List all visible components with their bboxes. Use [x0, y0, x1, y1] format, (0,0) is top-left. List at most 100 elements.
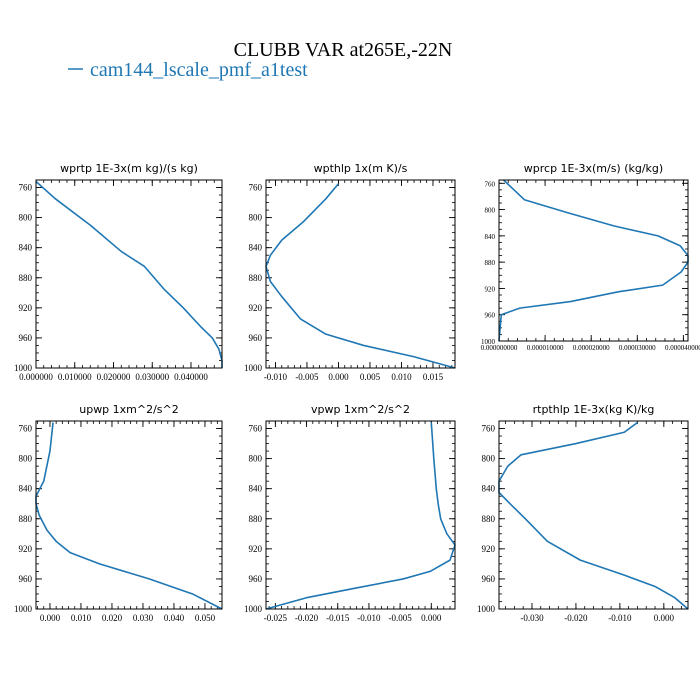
series-line [35, 180, 223, 368]
x-tick-label: 0.000 [328, 372, 349, 382]
x-tick-label: -0.010 [608, 613, 632, 623]
y-tick-label: 920 [482, 544, 496, 554]
x-tick-label: -0.025 [264, 613, 288, 623]
x-tick-label: 0.040 [164, 613, 185, 623]
panel-title: vpwp 1xm^2/s^2 [311, 403, 410, 416]
x-tick-label: 0.000020000 [573, 344, 610, 352]
x-tick-label: -0.015 [326, 613, 350, 623]
plot-frame [35, 179, 223, 369]
x-tick-label: 0.000010000 [527, 344, 564, 352]
y-tick-label: 920 [19, 544, 33, 554]
x-tick-label: 0.010000 [58, 372, 92, 382]
panel-6: rtpthlp 1E-3x(kg K)/kg 760 800 840 880 920 960… [477, 403, 689, 623]
y-tick-label: 800 [249, 454, 263, 464]
y-tick-label: 760 [249, 424, 263, 434]
x-tick-label: 0.000 [421, 613, 442, 623]
legend-label: cam144_lscale_pmf_a1test [90, 59, 308, 81]
x-tick-label: -0.010 [357, 613, 381, 623]
panel-2: wpthlp 1x(m K)/s7608008408809209601000-0… [244, 162, 456, 382]
x-tick-label: -0.030 [520, 613, 544, 623]
y-tick-label: 1000 [244, 363, 263, 373]
y-tick-label: 1000 [244, 604, 263, 614]
x-tick-label: 0.000030000 [619, 344, 656, 352]
y-tick-label: 880 [19, 273, 33, 283]
x-tick-label: -0.020 [564, 613, 588, 623]
panel-3: wprcp 1E-3x(m/s) (kg/kg) 760 800 840 880 920 9… [481, 162, 700, 352]
x-tick-label: 0.015 [423, 372, 444, 382]
series-line [265, 422, 456, 610]
y-tick-label: 880 [249, 273, 263, 283]
panels: wprtp 1E-3x(m kg)/(s kg) 760 800 840 880 920 9… [14, 162, 700, 623]
x-tick-label: 0.030 [133, 613, 154, 623]
y-tick-label: 880 [19, 514, 33, 524]
panel-title: upwp 1xm^2/s^2 [79, 403, 179, 416]
x-tick-label: -0.010 [264, 372, 288, 382]
x-tick-label: 0.000 [654, 613, 675, 623]
y-tick-label: 840 [249, 484, 263, 494]
y-tick-label: 1000 [14, 363, 33, 373]
plot-frame [265, 420, 456, 610]
x-tick-label: 0.040000 [174, 372, 208, 382]
x-tick-label: -0.005 [295, 372, 319, 382]
panel-title: wprtp 1E-3x(m kg)/(s kg) [60, 162, 198, 175]
y-tick-label: 760 [19, 424, 33, 434]
x-tick-label: 0.005 [360, 372, 381, 382]
panel-title: wpthlp 1x(m K)/s [314, 162, 408, 175]
y-tick-label: 920 [249, 303, 263, 313]
y-tick-label: 960 [19, 574, 33, 584]
series-line [498, 179, 689, 342]
panel-4: upwp 1xm^2/s^2 760 800 840 880 920 960 1000 0.00… [14, 403, 223, 623]
x-tick-label: -0.020 [295, 613, 319, 623]
y-tick-label: 840 [249, 243, 263, 253]
y-tick-label: 1000 [477, 604, 496, 614]
y-tick-label: 920 [485, 285, 496, 293]
x-tick-label: 0.050 [195, 613, 216, 623]
y-tick-label: 760 [249, 183, 263, 193]
x-tick-label: -0.005 [388, 613, 412, 623]
y-tick-label: 800 [482, 454, 496, 464]
series-line [498, 421, 689, 610]
y-tick-label: 880 [482, 514, 496, 524]
y-tick-label: 960 [249, 333, 263, 343]
plot-frame [498, 179, 689, 342]
y-tick-label: 760 [485, 180, 496, 188]
y-tick-label: 960 [249, 574, 263, 584]
y-tick-label: 760 [482, 424, 496, 434]
x-tick-label: 0.000000000 [481, 344, 518, 352]
y-tick-label: 920 [19, 303, 33, 313]
y-tick-label: 800 [19, 454, 33, 464]
y-tick-label: 960 [482, 574, 496, 584]
x-tick-label: 0.010 [391, 372, 412, 382]
x-tick-label: 0.000 [40, 613, 61, 623]
y-tick-label: 800 [249, 213, 263, 223]
y-tick-label: 1000 [481, 338, 496, 346]
y-tick-label: 1000 [14, 604, 33, 614]
figure-title: CLUBB VAR at265E,-22N [234, 39, 453, 61]
plot-frame [265, 179, 456, 369]
series-line [35, 422, 223, 610]
panel-title: rtpthlp 1E-3x(kg K)/kg [533, 403, 655, 416]
y-tick-label: 880 [485, 259, 496, 267]
y-tick-label: 920 [249, 544, 263, 554]
y-tick-label: 800 [485, 207, 496, 215]
y-tick-label: 840 [482, 484, 496, 494]
panel-5: vpwp 1xm^2/s^27608008408809209601000-0.0… [244, 403, 456, 623]
y-tick-label: 880 [249, 514, 263, 524]
y-tick-label: 800 [19, 213, 33, 223]
x-tick-label: 0.000040000 [665, 344, 700, 352]
panel-title: wprcp 1E-3x(m/s) (kg/kg) [524, 162, 663, 175]
x-tick-label: 0.000000 [19, 372, 53, 382]
x-tick-label: 0.020000 [97, 372, 131, 382]
y-tick-label: 760 [19, 183, 33, 193]
plot-frame [35, 420, 223, 610]
y-tick-label: 960 [485, 312, 496, 320]
x-tick-label: 0.030000 [135, 372, 169, 382]
series-line [265, 183, 456, 369]
plot-frame [498, 420, 689, 610]
y-tick-label: 840 [485, 233, 496, 241]
panel-1: wprtp 1E-3x(m kg)/(s kg) 760 800 840 880 920 9… [14, 162, 223, 382]
y-tick-label: 840 [19, 484, 33, 494]
y-tick-label: 960 [19, 333, 33, 343]
y-tick-label: 840 [19, 243, 33, 253]
